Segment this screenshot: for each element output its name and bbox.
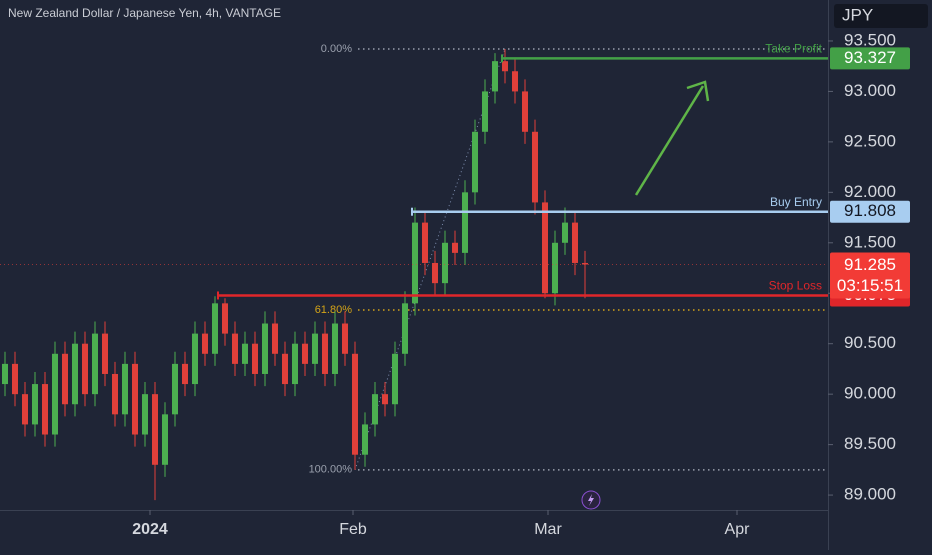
candle-body	[502, 61, 508, 72]
candle-body	[172, 363, 178, 415]
x-tick-label: Feb	[339, 521, 367, 538]
candle-body	[462, 192, 468, 253]
candle-body	[72, 343, 78, 405]
current-price-label: 91.285	[844, 255, 896, 274]
candle-body	[302, 343, 308, 364]
candle-body	[512, 71, 518, 92]
level-label: Stop Loss	[769, 279, 822, 293]
x-tick-label: Mar	[534, 521, 562, 538]
candle-body	[42, 384, 48, 435]
candle-body	[412, 222, 418, 304]
candle-body	[142, 394, 148, 435]
arrow-shaft	[634, 85, 705, 196]
candle-body	[272, 323, 278, 354]
candle-body	[382, 394, 388, 405]
candle-body	[522, 91, 528, 132]
y-tick-label: 93.000	[844, 81, 896, 100]
candle-body	[572, 222, 578, 263]
candle-body	[32, 384, 38, 425]
candle-body	[542, 202, 548, 294]
current-price-box	[830, 252, 910, 299]
candle-body	[182, 363, 188, 385]
candle-body	[52, 353, 58, 435]
y-tick-label: 90.500	[844, 333, 896, 352]
candle-body	[282, 353, 288, 385]
candle-body	[12, 363, 18, 395]
fib-label: 100.00%	[309, 464, 353, 476]
y-tick-label: 92.500	[844, 131, 896, 150]
candle-body	[292, 343, 298, 385]
candle-body	[62, 353, 68, 405]
candle-body	[452, 242, 458, 253]
candle-body	[162, 414, 168, 465]
candle-body	[342, 323, 348, 354]
candle-body	[22, 394, 28, 425]
candle-body	[102, 333, 108, 374]
plot-area: 0.00% 61.80% 100.00% Take Profit Buy Entry St…	[0, 42, 828, 501]
candle-body	[562, 222, 568, 243]
candle-body	[402, 303, 408, 354]
candle-body	[232, 333, 238, 364]
candle-body	[132, 363, 138, 435]
x-tick-label: Apr	[725, 521, 751, 538]
candle-body	[222, 303, 228, 334]
candle-body	[152, 394, 158, 465]
candle-body	[482, 91, 488, 132]
candle-body	[242, 343, 248, 364]
level-price-box	[830, 200, 910, 223]
candle-body	[582, 262, 588, 265]
currency-box[interactable]	[834, 4, 928, 28]
candle-body	[192, 333, 198, 385]
candle-body	[362, 424, 368, 455]
level-label: Buy Entry	[770, 195, 822, 209]
fib-label: 61.80%	[315, 304, 353, 316]
candle-body	[312, 333, 318, 364]
y-tick-label: 92.000	[844, 182, 896, 201]
candle-body	[262, 323, 268, 374]
fib-label: 0.00%	[321, 43, 352, 55]
level-price-label: 93.327	[844, 48, 896, 67]
candle-body	[372, 394, 378, 425]
y-tick-label: 91.500	[844, 232, 896, 251]
level-price-label: 91.808	[844, 201, 896, 220]
candle-body	[212, 303, 218, 354]
chart-title: New Zealand Dollar / Japanese Yen, 4h, V…	[8, 6, 281, 20]
candle-body	[392, 353, 398, 405]
candle-body	[92, 333, 98, 395]
candle-body	[552, 242, 558, 294]
level-label: Take Profit	[765, 42, 822, 56]
candle-body	[422, 222, 428, 263]
candle-body	[252, 343, 258, 374]
y-tick-label: 89.500	[844, 434, 896, 453]
candle-body	[2, 363, 8, 385]
y-tick-label: 93.500	[844, 30, 896, 49]
candle-body	[202, 333, 208, 354]
x-tick-label: 2024	[132, 521, 168, 538]
candle-body	[122, 363, 128, 415]
fib-diagonal	[354, 48, 506, 471]
candle-body	[532, 131, 538, 203]
arrow-head	[686, 80, 710, 102]
candle-body	[472, 131, 478, 193]
y-tick-label: 90.000	[844, 384, 896, 403]
event-bolt	[588, 494, 594, 506]
candle-body	[492, 61, 498, 92]
candle-body	[432, 262, 438, 284]
candle-body	[112, 373, 118, 415]
currency-label[interactable]: JPY	[842, 5, 873, 24]
candle-body	[82, 343, 88, 395]
countdown-label: 03:15:51	[837, 276, 903, 295]
level-price-box	[830, 47, 910, 70]
y-tick-label: 89.000	[844, 485, 896, 504]
candle-body	[332, 323, 338, 374]
candle-body	[322, 333, 328, 374]
candle-body	[352, 353, 358, 455]
candle-body	[442, 242, 448, 284]
